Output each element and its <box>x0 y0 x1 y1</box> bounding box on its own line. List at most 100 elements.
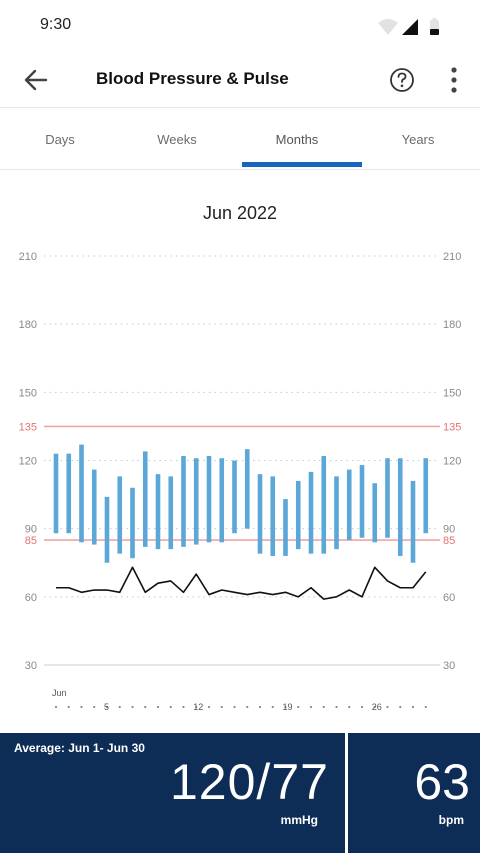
x-axis-dot <box>258 705 262 709</box>
x-axis-dot <box>233 705 236 709</box>
bp-bar <box>423 458 429 534</box>
threshold-label-right: 85 <box>443 535 455 547</box>
y-tick-label-left: 60 <box>25 592 37 604</box>
y-tick-label-left: 90 <box>25 524 37 536</box>
chart-title: Jun 2022 <box>202 203 278 223</box>
x-tick-label: Jun <box>52 688 67 698</box>
bp-bar <box>155 474 161 550</box>
y-tick-label-left: 120 <box>19 456 37 468</box>
y-tick-label-right: 210 <box>443 251 461 263</box>
y-tick-label-left: 30 <box>25 660 37 672</box>
summary-divider <box>345 733 348 853</box>
bp-bar <box>244 449 250 529</box>
cellular-signal-icon <box>402 19 418 35</box>
help-circle-icon <box>390 68 414 92</box>
bp-bar <box>257 474 263 554</box>
period-tabs: Days Weeks Months Years <box>0 110 480 170</box>
more-options-button[interactable] <box>442 64 466 96</box>
bp-bar <box>66 453 72 534</box>
threshold-label-left: 85 <box>25 535 37 547</box>
bp-bar <box>219 458 225 543</box>
bp-bar <box>91 469 97 545</box>
wifi-icon <box>378 19 398 35</box>
bp-bar <box>193 458 199 545</box>
y-tick-label-left: 210 <box>19 251 37 263</box>
bp-bar <box>104 496 110 563</box>
bp-bar <box>181 455 186 547</box>
x-axis-dot <box>399 705 402 709</box>
x-axis-dot <box>360 705 364 709</box>
bp-bar <box>372 483 378 543</box>
x-axis-dot <box>284 705 287 709</box>
average-bp-value: 120/77 <box>170 754 329 810</box>
threshold-label-right: 135 <box>443 421 461 433</box>
bp-bar <box>308 471 314 554</box>
x-axis-dot <box>93 705 96 709</box>
y-tick-label-right: 30 <box>443 660 455 672</box>
app-bar: Blood Pressure & Pulse <box>0 52 480 108</box>
y-tick-label-right: 60 <box>443 592 455 604</box>
bp-bar <box>117 476 123 554</box>
bp-bar <box>232 460 237 534</box>
status-bar: 9:30 <box>0 0 480 50</box>
bp-bar <box>346 469 352 541</box>
x-axis-dot <box>182 705 185 709</box>
battery-icon <box>430 18 439 35</box>
page-title: Blood Pressure & Pulse <box>96 69 289 88</box>
x-axis-dot <box>309 705 313 709</box>
x-axis-dot <box>144 705 147 709</box>
bp-bar <box>321 455 327 554</box>
x-axis-dot <box>386 705 389 709</box>
x-axis-dot <box>169 705 172 709</box>
x-axis-dot <box>118 705 121 709</box>
pulse-line <box>56 566 427 600</box>
tab-weeks[interactable]: Weeks <box>157 132 197 147</box>
bp-bar <box>53 453 59 534</box>
summary-panel: Average: Jun 1- Jun 30 120/77 mmHg 63 bp… <box>0 733 480 853</box>
y-tick-label-right: 120 <box>443 456 461 468</box>
bp-bar <box>385 458 390 538</box>
help-button[interactable] <box>388 66 416 94</box>
x-axis-dot <box>105 705 109 709</box>
x-axis-dot <box>335 705 338 709</box>
bp-bar <box>295 480 301 550</box>
x-axis-dot <box>195 705 198 709</box>
tab-months[interactable]: Months <box>275 132 319 147</box>
bp-bar <box>334 476 339 550</box>
more-vertical-icon <box>451 67 457 93</box>
y-tick-label-left: 180 <box>19 319 37 331</box>
bp-bar <box>206 455 212 543</box>
tab-years[interactable]: Years <box>401 132 435 147</box>
average-pulse-value: 63 <box>414 754 470 810</box>
bp-bar <box>142 451 148 547</box>
x-axis-dot <box>54 705 58 709</box>
x-axis-dot <box>246 705 249 709</box>
x-tick-label: 19 <box>283 702 293 712</box>
bp-bar <box>168 476 174 550</box>
back-button[interactable] <box>20 64 52 96</box>
threshold-label-left: 135 <box>19 421 37 433</box>
bp-bar <box>130 487 135 559</box>
x-axis-dot <box>156 705 160 709</box>
x-axis-dot <box>373 705 376 709</box>
y-tick-label-left: 150 <box>19 387 37 399</box>
average-period-label: Average: Jun 1- Jun 30 <box>14 741 145 755</box>
tab-days[interactable]: Days <box>45 132 75 147</box>
status-time: 9:30 <box>40 16 72 33</box>
active-tab-indicator <box>242 162 362 167</box>
bp-bar <box>79 444 84 543</box>
bp-unit: mmHg <box>280 813 318 827</box>
y-tick-label-right: 90 <box>443 524 455 536</box>
bp-bar <box>410 480 416 563</box>
bp-bar <box>283 499 288 556</box>
status-icons <box>378 18 439 35</box>
x-axis-dot <box>424 705 427 709</box>
x-tick-label: 26 <box>372 702 382 712</box>
arrow-left-icon <box>24 69 48 91</box>
x-tick-label: 5 <box>104 702 109 712</box>
x-axis-dot <box>80 705 83 709</box>
x-axis-dot <box>348 705 351 709</box>
x-axis-dot <box>297 705 300 709</box>
x-axis-dot <box>207 705 211 709</box>
y-tick-label-right: 180 <box>443 319 461 331</box>
